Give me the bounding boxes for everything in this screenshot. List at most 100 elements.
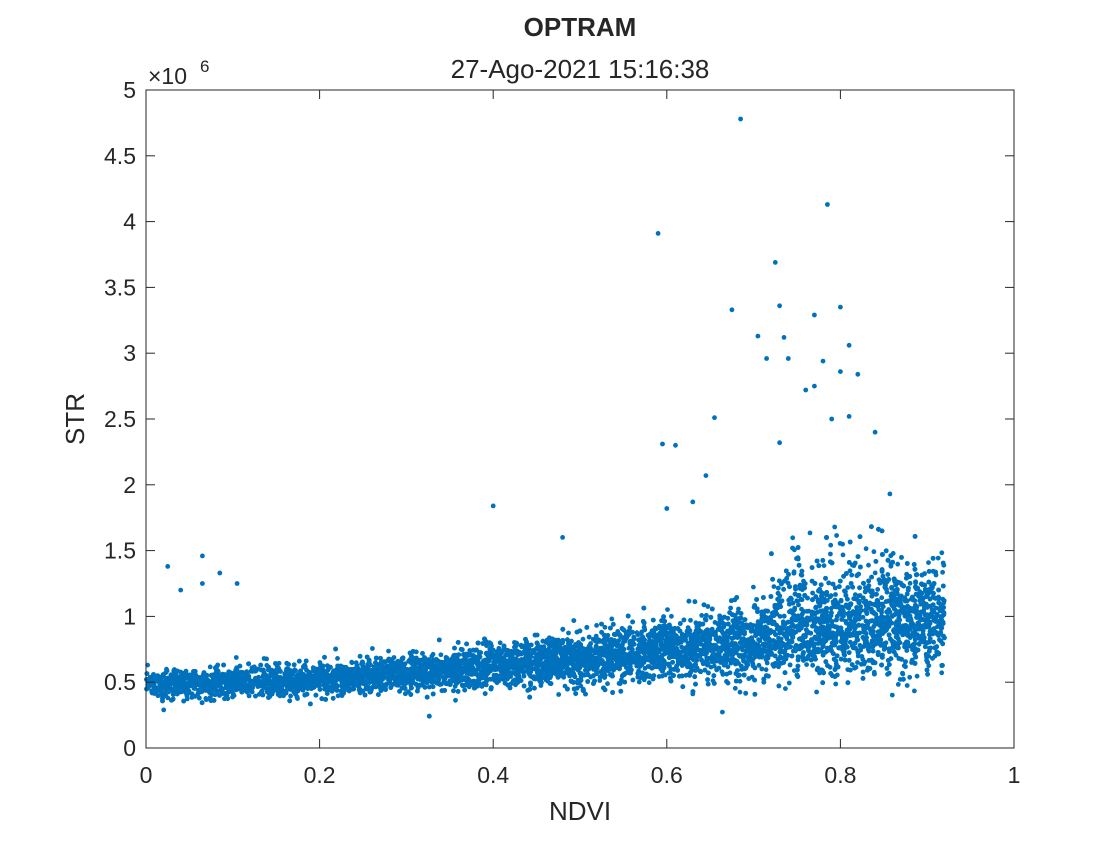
- scatter-point: [855, 660, 860, 665]
- scatter-point: [940, 569, 945, 575]
- scatter-point: [837, 541, 843, 546]
- scatter-point: [497, 640, 503, 646]
- scatter-point: [183, 668, 189, 674]
- scatter-point: [931, 639, 936, 645]
- scatter-point: [261, 656, 267, 661]
- scatter-point: [712, 620, 718, 625]
- scatter-point: [429, 653, 435, 659]
- scatter-point: [528, 642, 534, 648]
- scatter-point: [878, 637, 884, 643]
- scatter-point: [288, 693, 293, 699]
- scatter-point: [926, 560, 931, 565]
- scatter-point: [751, 584, 756, 590]
- scatter-point: [804, 662, 809, 667]
- scatter-point: [786, 680, 792, 686]
- scatter-point: [828, 542, 834, 548]
- scatter-point: [879, 595, 885, 601]
- scatter-point: [935, 555, 941, 561]
- scatter-point: [840, 552, 846, 558]
- scatter-point: [207, 664, 213, 670]
- scatter-point: [847, 568, 853, 574]
- scatter-point: [246, 693, 252, 699]
- scatter-point: [725, 664, 731, 670]
- scatter-point: [845, 585, 851, 590]
- scatter-point: [230, 691, 236, 697]
- scatter-point: [833, 681, 839, 687]
- scatter-point: [856, 616, 862, 622]
- scatter-point: [370, 646, 375, 651]
- scatter-point: [276, 660, 282, 666]
- scatter-point: [895, 561, 901, 567]
- scatter-point: [785, 580, 791, 586]
- scatter-point: [737, 678, 743, 684]
- scatter-point: [907, 674, 913, 680]
- scatter-point: [438, 652, 444, 658]
- scatter-point: [737, 689, 743, 695]
- scatter-point: [807, 530, 813, 536]
- scatter-point: [834, 533, 839, 538]
- scatter-point: [609, 616, 615, 622]
- scatter-point: [335, 656, 340, 661]
- scatter-point: [646, 680, 652, 686]
- scatter-point: [810, 590, 815, 596]
- scatter-point: [705, 604, 711, 609]
- scatter-point: [721, 662, 727, 668]
- scatter-point: [771, 584, 777, 589]
- scatter-point: [665, 607, 670, 612]
- scatter-point: [871, 549, 877, 555]
- scatter-point: [889, 692, 895, 698]
- scatter-point: [233, 655, 239, 660]
- scatter-point: [732, 685, 738, 691]
- scatter-point: [912, 688, 917, 694]
- scatter-point: [904, 591, 910, 597]
- scatter-point: [828, 551, 833, 557]
- scatter-point: [790, 535, 796, 541]
- scatter-point: [912, 598, 918, 604]
- scatter-point: [875, 587, 881, 592]
- scatter-point: [720, 709, 725, 715]
- scatter-point: [828, 606, 834, 611]
- scatter-point: [832, 524, 838, 530]
- scatter-point: [939, 550, 945, 556]
- scatter-point: [866, 562, 871, 568]
- scatter-point: [907, 580, 913, 586]
- scatter-point: [161, 707, 167, 713]
- scatter-point: [886, 632, 892, 638]
- scatter-point: [916, 641, 922, 647]
- scatter-point: [728, 605, 733, 611]
- scatter-point: [642, 665, 648, 671]
- point-cloud: [144, 491, 947, 719]
- scatter-point: [602, 675, 607, 680]
- scatter-point: [914, 673, 920, 679]
- scatter-point: [901, 663, 907, 669]
- scatter-point: [885, 572, 891, 577]
- scatter-point: [386, 648, 391, 654]
- scatter-point: [566, 630, 571, 636]
- scatter-point: [814, 689, 819, 695]
- scatter-point: [605, 681, 610, 687]
- scatter-point: [792, 624, 798, 630]
- scatter-point: [858, 604, 863, 609]
- scatter-point: [594, 623, 599, 628]
- scatter-point: [856, 593, 862, 599]
- scatter-point: [556, 692, 562, 697]
- scatter-point: [852, 592, 858, 598]
- scatter-point: [656, 674, 662, 679]
- scatter-point: [790, 600, 796, 606]
- scatter-point: [832, 603, 838, 609]
- scatter-point: [636, 679, 642, 685]
- scatter-point: [669, 613, 674, 619]
- scatter-point: [630, 677, 636, 683]
- scatter-point: [939, 670, 945, 676]
- scatter-point: [895, 682, 901, 687]
- scatter-point: [578, 683, 584, 689]
- scatter-point: [349, 660, 355, 666]
- scatter-point: [724, 679, 729, 684]
- scatter-point: [627, 625, 633, 631]
- scatter-point: [872, 570, 878, 576]
- scatter-point: [602, 624, 608, 630]
- scatter-point: [580, 636, 586, 642]
- scatter-point: [810, 662, 816, 668]
